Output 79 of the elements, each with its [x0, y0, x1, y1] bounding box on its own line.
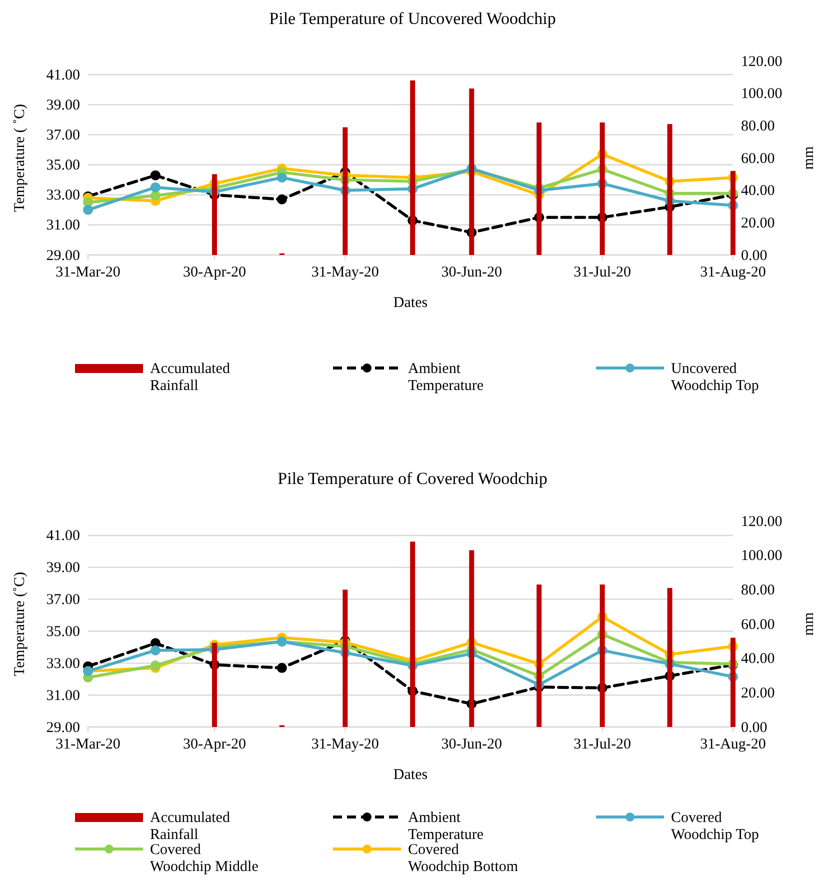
- x-tick-label: 31-Jul-20: [574, 264, 632, 281]
- x-tick-label: 31-Jul-20: [574, 736, 632, 753]
- bar: [212, 174, 217, 255]
- y2-tick-label: 40.00: [741, 651, 775, 668]
- bar: [600, 122, 605, 255]
- y2-tick-label: 100.00: [741, 86, 782, 102]
- bar: [410, 80, 416, 255]
- y-tick-label: 37.00: [46, 128, 80, 144]
- y-tick-label: 29.00: [46, 720, 80, 736]
- point: [150, 170, 160, 180]
- legend-label: Accumulated Rainfall: [150, 361, 230, 394]
- y-tick-label: 31.00: [46, 218, 80, 234]
- y-tick-label: 29.00: [46, 248, 80, 264]
- legend-label: Accumulated Rainfall: [150, 810, 230, 843]
- bar: [730, 170, 736, 255]
- point: [276, 662, 287, 673]
- x-tick-label: 30-Apr-20: [182, 736, 246, 753]
- y2-tick-label: 80.00: [741, 118, 775, 134]
- x-axis-title: Dates: [393, 767, 428, 783]
- y-tick-label: 35.00: [46, 624, 80, 640]
- y-tick-label: 31.00: [46, 688, 80, 704]
- bar: [469, 550, 474, 727]
- point: [83, 204, 93, 215]
- y2-tick-label: 40.00: [741, 183, 775, 200]
- bar: [730, 638, 736, 727]
- x-tick-label: 31-Aug-20: [700, 264, 766, 281]
- y2-tick-label: 60.00: [741, 616, 775, 633]
- y2-tick-label: 100.00: [741, 548, 782, 564]
- bar: [667, 124, 672, 255]
- legend-label: Ambient Temperature: [408, 361, 484, 394]
- legend-label: Ambient Temperature: [408, 810, 484, 843]
- bar: [667, 588, 672, 727]
- y2-tick-label: 120.00: [741, 54, 782, 70]
- y-tick-label: 41.00: [46, 67, 80, 84]
- bar: [342, 127, 348, 255]
- legend-label: Covered Woodchip Bottom: [408, 842, 518, 875]
- point: [276, 172, 287, 183]
- y2-tick-label: 20.00: [741, 215, 775, 232]
- x-axis-title: Dates: [393, 295, 428, 311]
- x-tick-label: 31-Aug-20: [700, 736, 766, 753]
- y-tick-label: 37.00: [46, 592, 80, 608]
- legend-label: Covered Woodchip Middle: [150, 842, 259, 875]
- x-tick-label: 30-Jun-20: [441, 264, 502, 281]
- x-tick-label: 31-Mar-20: [56, 264, 120, 281]
- point: [150, 645, 160, 656]
- y2-tick-label: 120.00: [741, 514, 782, 530]
- x-tick-label: 31-May-20: [311, 736, 379, 753]
- y2-tick-label: 20.00: [741, 685, 775, 702]
- y2-tick-label: 80.00: [741, 582, 775, 598]
- legend-label: Covered Woodchip Top: [671, 810, 759, 843]
- y2-tick-label: 0.00: [741, 248, 768, 264]
- bar: [536, 584, 542, 727]
- chart-title: Pile Temperature of Covered Woodchip: [278, 469, 548, 488]
- x-tick-label: 30-Apr-20: [182, 264, 246, 281]
- y-tick-label: 41.00: [46, 528, 80, 544]
- y-tick-label: 33.00: [46, 188, 80, 204]
- bar: [536, 122, 542, 255]
- y-tick-label: 33.00: [46, 656, 80, 672]
- y-axis-title: Temperature ( ˚C): [12, 104, 28, 212]
- point: [276, 194, 287, 204]
- y-axis-title: Temperature (˚C): [12, 572, 28, 676]
- x-tick-label: 31-May-20: [311, 264, 379, 281]
- bar: [342, 590, 348, 727]
- y2-tick-label: 60.00: [741, 150, 775, 167]
- y2-axis-title: mm: [801, 612, 817, 636]
- y-tick-label: 39.00: [46, 560, 80, 576]
- x-tick-label: 30-Jun-20: [441, 736, 502, 753]
- point: [150, 182, 160, 192]
- bar: [469, 88, 474, 255]
- y-tick-label: 39.00: [46, 97, 80, 114]
- y-tick-label: 35.00: [46, 158, 80, 174]
- bar: [212, 642, 217, 727]
- point: [150, 190, 160, 201]
- x-tick-label: 31-Mar-20: [56, 736, 120, 753]
- y2-axis-title: mm: [801, 146, 817, 170]
- chart-title: Pile Temperature of Uncovered Woodchip: [269, 9, 556, 28]
- y2-tick-label: 0.00: [741, 720, 768, 736]
- bar: [600, 584, 605, 727]
- legend-label: Uncovered Woodchip Top: [671, 361, 759, 394]
